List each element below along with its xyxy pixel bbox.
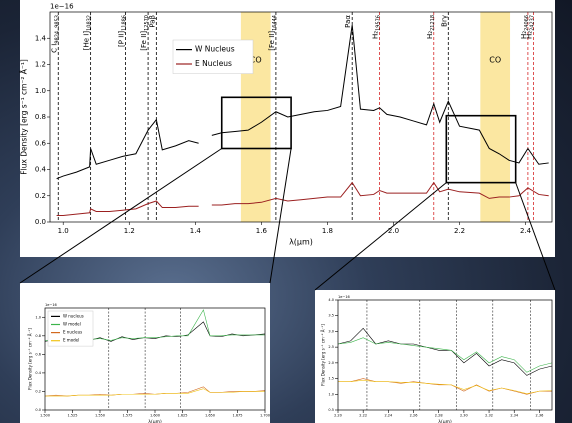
x-tick-label: 2.0 <box>388 227 399 235</box>
emission-sub: 24237 <box>529 15 535 31</box>
offset-text: 1e−16 <box>45 303 57 307</box>
y-tick-label: 0.6 <box>35 139 47 147</box>
emission-name: H₂ <box>526 31 534 39</box>
emission-sub: 9824, 9853 <box>54 15 60 44</box>
x-tick-label: 1.4 <box>190 227 202 235</box>
legend-label: W Nucleus <box>195 45 235 54</box>
x-tick-label: 2.30 <box>460 414 468 418</box>
x-tick-label: 2.32 <box>485 414 493 418</box>
y-tick-label: 0.2 <box>35 192 46 200</box>
emission-name: H₂ <box>372 31 380 39</box>
y-tick-label: 0.4 <box>35 166 47 174</box>
emission-sub: 21218 <box>429 15 435 31</box>
y-tick-label: 0.8 <box>35 113 46 121</box>
y-tick-label: 1.4 <box>35 34 47 42</box>
y-axis-label: Flux Density [erg s⁻¹ cm⁻² Å⁻¹] <box>28 328 33 390</box>
emission-sub: 16444 <box>271 15 277 31</box>
y-tick-label: 2.5 <box>328 345 334 349</box>
x-tick-label: 2.36 <box>536 414 544 418</box>
x-tick-label: 1.575 <box>122 414 132 418</box>
emission-name: [P II] <box>117 31 125 47</box>
emission-name: [Fe II] <box>140 31 148 51</box>
panel <box>20 283 270 423</box>
x-tick-label: 1.550 <box>95 414 105 418</box>
y-tick-label: 0.8 <box>35 334 41 338</box>
emission-sub: 11886 <box>121 15 127 31</box>
offset-text: 1e−16 <box>338 295 350 299</box>
offset-text: 1e−16 <box>50 2 74 10</box>
y-tick-label: 0.2 <box>35 389 41 393</box>
y-tick-label: 3.0 <box>328 329 334 333</box>
y-tick-label: 4.0 <box>328 298 334 302</box>
emission-label: Paα <box>344 15 352 28</box>
x-axis-label: λ(μm) <box>289 238 313 247</box>
x-tick-label: 1.0 <box>58 227 69 235</box>
y-tick-label: 2.0 <box>328 361 334 365</box>
x-tick-label: 2.26 <box>410 414 418 418</box>
emission-name: [He I] <box>83 31 91 51</box>
panel <box>20 0 555 257</box>
y-tick-label: 0.4 <box>35 371 41 375</box>
y-tick-label: 1.2 <box>35 61 46 69</box>
emission-name: C I <box>50 44 58 53</box>
x-tick-label: 1.500 <box>40 414 50 418</box>
figure: COCOC I9824, 9853[He I]10832[P II]11886[… <box>0 0 572 423</box>
x-axis-label: λ(μm) <box>148 419 162 423</box>
y-tick-label: 3.5 <box>328 314 334 318</box>
y-tick-label: 1.0 <box>328 392 334 396</box>
x-tick-label: 2.34 <box>510 414 519 418</box>
x-tick-label: 1.625 <box>177 414 187 418</box>
emission-label: Brγ <box>440 15 448 27</box>
band <box>480 12 510 222</box>
x-tick-label: 2.20 <box>334 414 342 418</box>
panel <box>315 290 555 423</box>
x-tick-label: 1.525 <box>67 414 77 418</box>
emission-name: H₂ <box>426 31 434 39</box>
legend-label: W nucleus <box>63 313 84 318</box>
x-tick-label: 2.24 <box>384 414 393 418</box>
x-tick-label: 1.700 <box>260 414 270 418</box>
x-tick-label: 1.6 <box>256 227 268 235</box>
x-tick-label: 1.600 <box>150 414 160 418</box>
emission-name: [Fe II] <box>268 31 276 51</box>
y-tick-label: 1.0 <box>35 315 41 319</box>
x-tick-label: 1.650 <box>205 414 215 418</box>
legend-label: E Nucleus <box>195 59 232 68</box>
x-tick-label: 1.675 <box>232 414 242 418</box>
emission-name: Paβ <box>148 15 156 28</box>
emission-label: Paβ <box>148 15 156 28</box>
band-label: CO <box>489 56 501 65</box>
legend-label: E model <box>63 338 79 343</box>
x-tick-label: 2.4 <box>520 227 532 235</box>
emission-sub: 19576 <box>375 15 381 31</box>
y-tick-label: 0.0 <box>35 408 41 412</box>
x-tick-label: 2.28 <box>435 414 443 418</box>
legend-label: E nucleus <box>63 330 82 335</box>
emission-name: Brγ <box>440 15 448 27</box>
x-axis-label: λ(μm) <box>438 419 452 423</box>
x-tick-label: 2.22 <box>359 414 367 418</box>
x-tick-label: 1.8 <box>322 227 333 235</box>
y-tick-label: 1.5 <box>328 377 334 381</box>
x-tick-label: 1.2 <box>124 227 135 235</box>
y-tick-label: 0.5 <box>328 408 334 412</box>
emission-name: Paα <box>344 15 352 28</box>
y-axis-label: Flux Density [erg s⁻¹ cm⁻² Å⁻¹] <box>19 59 28 175</box>
y-axis-label: Flux Density [erg s⁻¹ cm⁻² Å⁻¹] <box>321 324 326 386</box>
legend-label: W model <box>63 322 81 327</box>
emission-sub: 10832 <box>86 15 92 31</box>
y-tick-label: 0.0 <box>35 218 46 226</box>
y-tick-label: 1.0 <box>35 87 46 95</box>
y-tick-label: 0.6 <box>35 352 41 356</box>
x-tick-label: 2.2 <box>454 227 465 235</box>
